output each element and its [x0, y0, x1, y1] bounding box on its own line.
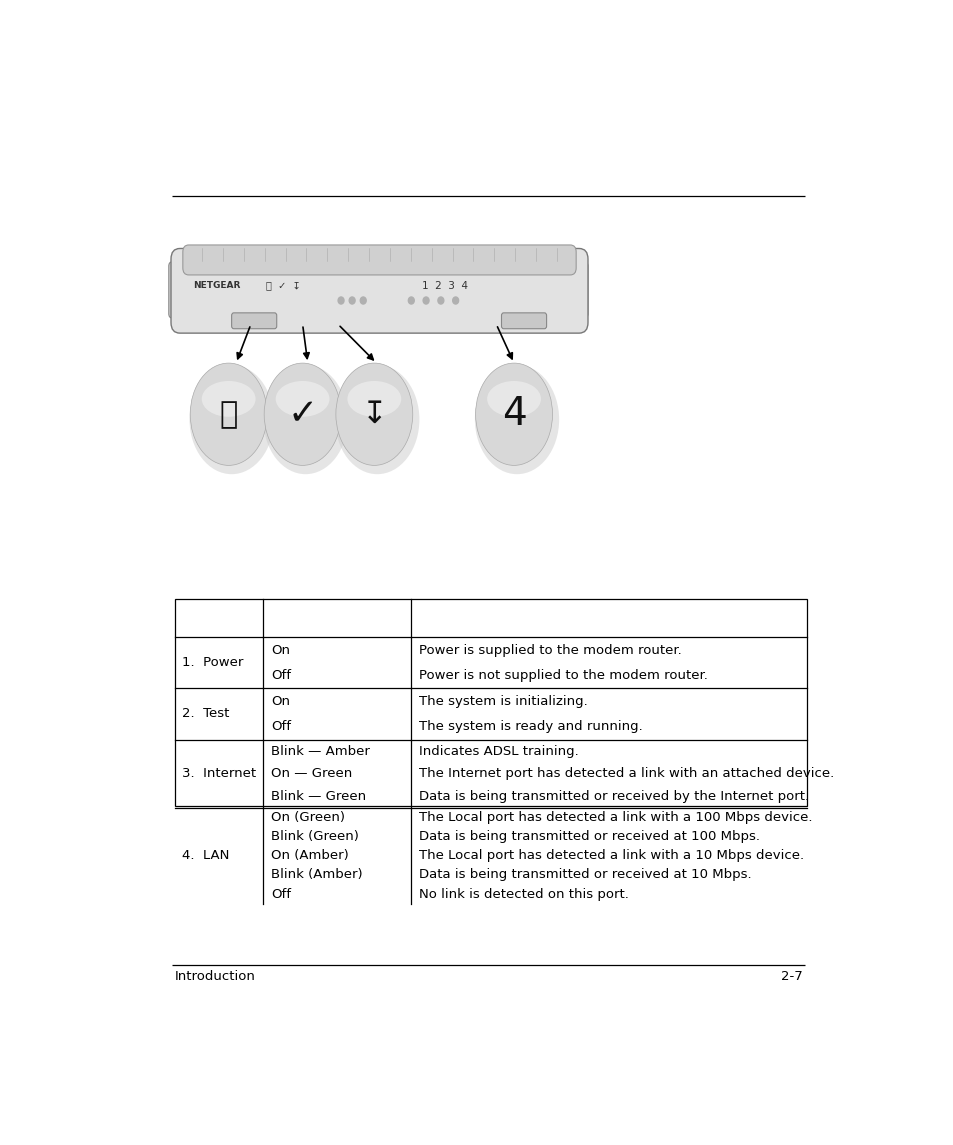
- FancyBboxPatch shape: [232, 313, 276, 329]
- Text: ⏻: ⏻: [219, 400, 237, 428]
- Text: On (Amber): On (Amber): [271, 850, 348, 862]
- Text: 1.  Power: 1. Power: [182, 656, 243, 670]
- Text: No link is detected on this port.: No link is detected on this port.: [418, 887, 628, 900]
- Text: 3.  Internet: 3. Internet: [182, 767, 256, 781]
- Text: 2.  Test: 2. Test: [182, 708, 230, 720]
- Text: Data is being transmitted or received by the Internet port.: Data is being transmitted or received by…: [418, 790, 808, 804]
- Text: Data is being transmitted or received at 100 Mbps.: Data is being transmitted or received at…: [418, 830, 759, 844]
- Circle shape: [423, 297, 429, 305]
- Circle shape: [408, 297, 414, 305]
- Ellipse shape: [201, 381, 255, 417]
- Circle shape: [453, 297, 458, 305]
- Text: On: On: [271, 695, 290, 708]
- FancyBboxPatch shape: [571, 262, 587, 318]
- Text: Power is not supplied to the modem router.: Power is not supplied to the modem route…: [418, 669, 707, 682]
- Text: Blink — Amber: Blink — Amber: [271, 744, 370, 758]
- Text: Off: Off: [271, 720, 291, 733]
- FancyBboxPatch shape: [501, 313, 546, 329]
- Text: On (Green): On (Green): [271, 812, 344, 824]
- Text: Introduction: Introduction: [174, 970, 255, 984]
- Text: ✓: ✓: [287, 397, 317, 432]
- Text: Blink — Green: Blink — Green: [271, 790, 366, 804]
- Text: 2-7: 2-7: [781, 970, 802, 984]
- Ellipse shape: [347, 381, 401, 417]
- Circle shape: [349, 297, 355, 305]
- Text: Off: Off: [271, 669, 291, 682]
- Text: Blink (Green): Blink (Green): [271, 830, 358, 844]
- Text: The system is ready and running.: The system is ready and running.: [418, 720, 641, 733]
- Text: On — Green: On — Green: [271, 767, 352, 781]
- Text: ↧: ↧: [361, 400, 387, 428]
- Ellipse shape: [263, 365, 347, 474]
- Circle shape: [360, 297, 366, 305]
- Text: Data is being transmitted or received at 10 Mbps.: Data is being transmitted or received at…: [418, 869, 751, 882]
- FancyBboxPatch shape: [169, 262, 185, 318]
- FancyBboxPatch shape: [183, 245, 576, 275]
- Text: NETGEAR: NETGEAR: [193, 281, 240, 290]
- Text: 1  2  3  4: 1 2 3 4: [422, 281, 468, 291]
- Ellipse shape: [190, 365, 274, 474]
- Text: The Internet port has detected a link with an attached device.: The Internet port has detected a link wi…: [418, 767, 833, 781]
- Text: On: On: [271, 643, 290, 656]
- Text: The system is initializing.: The system is initializing.: [418, 695, 587, 708]
- Ellipse shape: [475, 365, 558, 474]
- Circle shape: [437, 297, 443, 305]
- Ellipse shape: [487, 381, 540, 417]
- Ellipse shape: [264, 363, 341, 465]
- Circle shape: [337, 297, 344, 305]
- Text: Off: Off: [271, 887, 291, 900]
- Text: 4.  LAN: 4. LAN: [182, 850, 230, 862]
- Text: The Local port has detected a link with a 100 Mbps device.: The Local port has detected a link with …: [418, 812, 811, 824]
- FancyBboxPatch shape: [171, 248, 587, 333]
- Text: The Local port has detected a link with a 10 Mbps device.: The Local port has detected a link with …: [418, 850, 803, 862]
- Ellipse shape: [275, 381, 329, 417]
- Text: ⏻  ✓  ↧: ⏻ ✓ ↧: [265, 281, 300, 291]
- Text: Power is supplied to the modem router.: Power is supplied to the modem router.: [418, 643, 680, 656]
- Text: 4: 4: [501, 395, 526, 433]
- Ellipse shape: [476, 363, 552, 465]
- Ellipse shape: [190, 363, 267, 465]
- Ellipse shape: [335, 365, 419, 474]
- Text: Indicates ADSL training.: Indicates ADSL training.: [418, 744, 578, 758]
- Text: Blink (Amber): Blink (Amber): [271, 869, 362, 882]
- Ellipse shape: [335, 363, 413, 465]
